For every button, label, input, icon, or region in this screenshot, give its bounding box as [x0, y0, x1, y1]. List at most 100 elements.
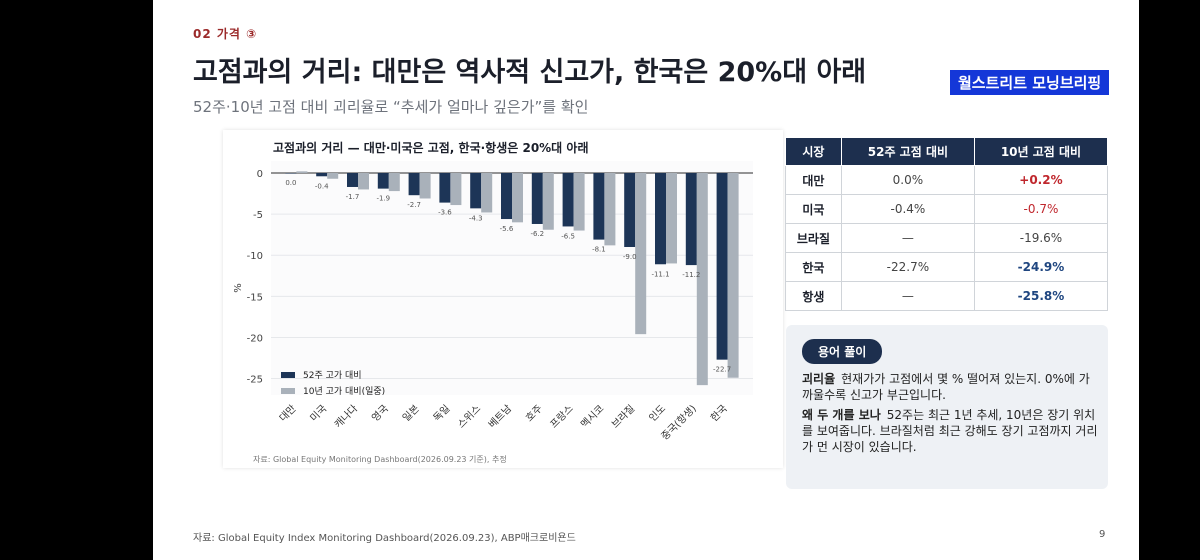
table-cell-market: 항생 [785, 281, 842, 311]
bar-10y [358, 173, 369, 190]
table-row: 한국 -22.7% -24.9% [785, 252, 1109, 282]
bar-10y [481, 173, 493, 213]
bar-10y [573, 173, 585, 231]
y-tick-label: -25 [247, 375, 263, 386]
table-row: 항생 — -25.8% [785, 281, 1109, 311]
data-label: -9.0 [623, 253, 637, 261]
y-tick-label: -20 [247, 333, 263, 344]
data-label: -6.2 [530, 230, 544, 238]
chart-source: 자료: Global Equity Monitoring Dashboard(2… [253, 454, 507, 464]
bar-52w [347, 173, 358, 187]
table-cell-market: 대만 [785, 165, 842, 195]
x-tick-label: 영국 [369, 403, 391, 425]
bar-52w [531, 173, 543, 224]
bar-52w [562, 173, 574, 227]
footer-source: 자료: Global Equity Index Monitoring Dashb… [193, 533, 576, 544]
legend-swatch [281, 372, 295, 378]
x-tick-label: 일본 [400, 403, 422, 425]
table-cell-10y: -19.6% [973, 223, 1109, 253]
data-label: -11.2 [682, 271, 700, 279]
bar-10y [542, 173, 554, 230]
legend-label: 52주 고가 대비 [303, 370, 362, 381]
data-label: -1.7 [346, 193, 360, 201]
data-label: -2.7 [407, 201, 421, 209]
bar-52w [624, 173, 636, 247]
bar-52w [470, 173, 482, 209]
bar-52w [285, 173, 297, 174]
glossary-term: 괴리율 [802, 372, 836, 386]
table-cell-10y: -24.9% [973, 252, 1109, 282]
data-label: -6.5 [561, 232, 575, 240]
x-tick-label: 캐나다 [332, 403, 360, 431]
bar-10y [419, 173, 431, 199]
bar-chart: 고점과의 거리 — 대만·미국은 고점, 한국·항생은 20%대 아래 0 -5 -1… [233, 140, 753, 464]
glossary-item: 괴리율 현재가가 고점에서 몇 % 떨어져 있는지. 0%에 가까울수록 신고가 … [802, 371, 1098, 403]
page-subtitle: 52주·10년 고점 대비 괴리율로 “추세가 얼마나 깊은가”를 확인 [193, 98, 589, 116]
table-cell-52w: 0.0% [840, 165, 975, 195]
bar-52w [377, 173, 389, 189]
table-header-52w: 52주 고점 대비 [840, 137, 975, 166]
x-tick-label: 프랑스 [548, 403, 576, 431]
y-tick-label: -15 [247, 292, 263, 303]
chart-title: 고점과의 거리 — 대만·미국은 고점, 한국·항생은 20%대 아래 [273, 140, 588, 155]
legend-label: 10년 고가 대비(일중) [303, 386, 385, 397]
glossary-title: 용어 풀이 [802, 339, 883, 364]
x-tick-label: 독일 [431, 403, 453, 425]
bar-52w [593, 173, 605, 240]
section-label: 02 가격 ③ [193, 27, 258, 41]
data-label: -11.1 [651, 270, 669, 278]
bar-10y [388, 173, 400, 192]
data-label: -0.4 [315, 182, 329, 190]
bar-52w [316, 173, 328, 177]
table-cell-52w: -22.7% [840, 252, 975, 282]
bar-52w [439, 173, 451, 203]
x-tick-label: 대만 [277, 403, 299, 425]
x-tick-label: 스위스 [455, 402, 484, 431]
bar-10y [604, 173, 616, 246]
table-cell-52w: — [840, 223, 975, 253]
table-row: 미국 -0.4% -0.7% [785, 194, 1109, 224]
table-cell-10y: +0.2% [973, 165, 1109, 195]
glossary-item: 왜 두 개를 보나 52주는 최근 1년 추세, 10년은 장기 위치를 보여줍니… [802, 407, 1098, 455]
data-label: -4.3 [469, 214, 483, 222]
bar-10y [296, 171, 308, 173]
bar-10y [327, 173, 339, 179]
table-row: 브라질 — -19.6% [785, 223, 1109, 253]
data-label: -8.1 [592, 246, 606, 254]
brand-badge: 월스트리트 모닝브리핑 [950, 70, 1110, 95]
x-tick-label: 인도 [647, 403, 669, 425]
table-cell-10y: -25.8% [973, 281, 1109, 311]
distance-table: 시장 52주 고점 대비 10년 고점 대비 대만 0.0% +0.2% 미국 -0.4… [785, 137, 1109, 311]
table-cell-market: 미국 [785, 194, 842, 224]
bar-10y [666, 173, 677, 264]
table-row: 대만 0.0% +0.2% [785, 165, 1109, 195]
glossary-text: 현재가가 고점에서 몇 % 떨어져 있는지. 0%에 가까울수록 신고가 부근입… [802, 372, 1090, 402]
x-tick-label: 멕시코 [579, 403, 607, 431]
x-tick-label: 브라질 [609, 403, 637, 431]
bar-10y [696, 173, 708, 386]
chart-panel: 고점과의 거리 — 대만·미국은 고점, 한국·항생은 20%대 아래 0 -5 -1… [223, 130, 783, 468]
table-header-market: 시장 [785, 137, 842, 166]
x-tick-label: 호주 [523, 403, 545, 425]
x-tick-label: 한국 [708, 403, 730, 425]
table-cell-52w: -0.4% [840, 194, 975, 224]
table-cell-market: 브라질 [785, 223, 842, 253]
bar-10y [512, 173, 523, 223]
x-tick-label: 베트남 [486, 403, 514, 431]
data-label: -22.7 [713, 366, 731, 374]
bar-52w [501, 173, 512, 220]
legend-swatch [281, 388, 295, 394]
table-header-10y: 10년 고점 대비 [973, 137, 1109, 166]
y-tick-label: 0 [257, 169, 263, 180]
bar-10y [450, 173, 462, 206]
bar-10y [727, 173, 739, 378]
bar-52w [685, 173, 697, 266]
table-cell-market: 한국 [785, 252, 842, 282]
data-label: -1.9 [376, 195, 390, 203]
page-title: 고점과의 거리: 대만은 역사적 신고가, 한국은 20%대 아래 [193, 57, 867, 88]
glossary-panel: 용어 풀이 괴리율 현재가가 고점에서 몇 % 떨어져 있는지. 0%에 가까울수… [786, 325, 1108, 489]
table-cell-52w: — [840, 281, 975, 311]
bar-10y [635, 173, 647, 335]
bar-52w [408, 173, 420, 196]
bar-52w [655, 173, 666, 265]
